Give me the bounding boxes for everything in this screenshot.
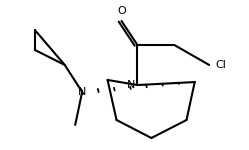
Text: O: O xyxy=(117,6,126,16)
Text: N: N xyxy=(127,80,135,90)
Text: Cl: Cl xyxy=(215,60,226,70)
Text: N: N xyxy=(78,87,86,97)
